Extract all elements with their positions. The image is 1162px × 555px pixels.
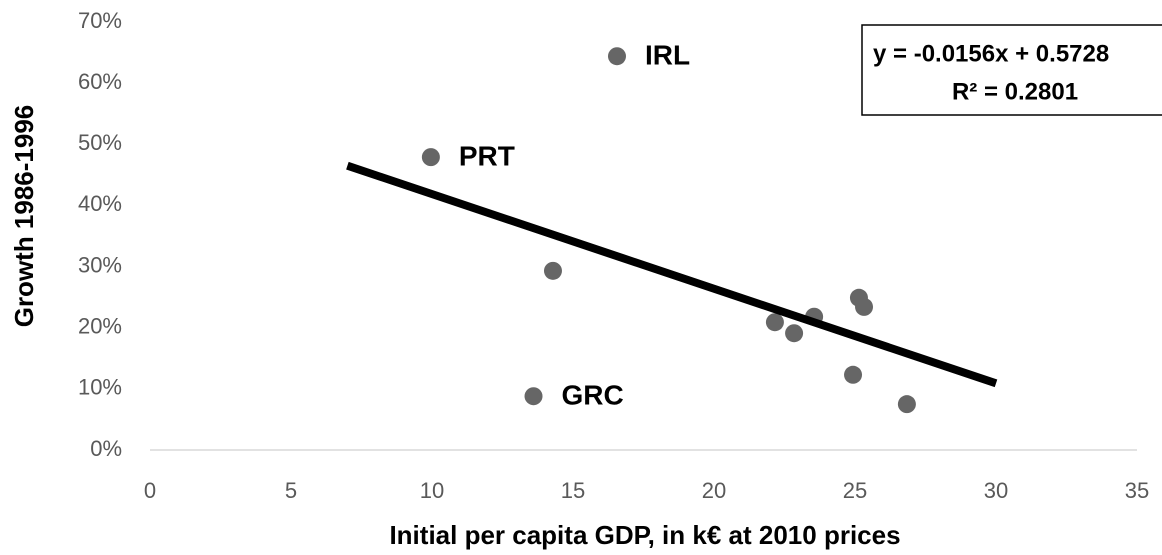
x-tick-label: 25 [843,478,867,503]
point [607,47,626,66]
r-squared: R² = 0.2801 [952,78,1078,105]
y-tick-label: 10% [78,375,122,400]
x-tick-label: 35 [1125,478,1149,503]
x-tick-label: 10 [420,478,444,503]
trend-equation: y = -0.0156x + 0.5728 [873,40,1109,67]
point [855,297,874,316]
y-tick-label: 0% [90,436,122,461]
y-tick-label: 30% [78,252,122,277]
point [421,148,440,167]
y-axis-title: Growth 1986-1996 [9,105,39,328]
equation-box [861,24,1162,116]
point-label: GRC [562,380,624,411]
y-tick-label: 50% [78,130,122,155]
trend-line [346,161,998,388]
x-tick-label: 20 [702,478,726,503]
point [844,365,863,384]
point-label: IRL [645,40,690,71]
y-tick-label: 70% [78,8,122,33]
point [524,387,543,406]
point-label: PRT [459,141,515,172]
y-tick-label: 20% [78,314,122,339]
point [897,395,916,414]
point [543,261,562,280]
y-tick-label: 40% [78,191,122,216]
x-axis-title: Initial per capita GDP, in k€ at 2010 pr… [389,520,900,550]
y-tick-label: 60% [78,69,122,94]
point [785,324,804,343]
point [765,313,784,332]
x-tick-label: 15 [561,478,585,503]
x-tick-label: 0 [144,478,156,503]
x-tick-label: 5 [285,478,297,503]
x-tick-label: 30 [984,478,1008,503]
